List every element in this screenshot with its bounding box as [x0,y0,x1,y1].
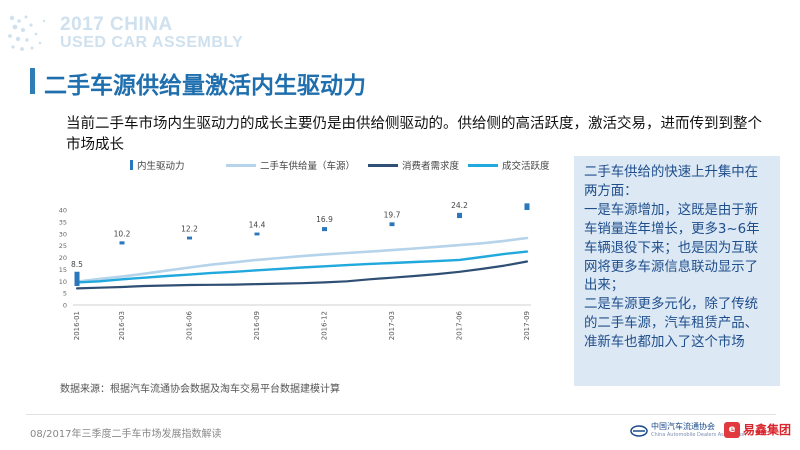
legend-item-driver: 内生驱动力 [130,158,185,172]
legend-label-driver: 内生驱动力 [137,161,185,172]
y-tick-label: 20 [59,254,67,262]
y-tick-label: 30 [59,230,67,238]
source-note: 数据来源：根据汽车流通协会数据及淘车交易平台数据建模计算 [60,384,340,395]
activity-line [75,250,529,284]
driver-bar [457,212,462,219]
yixin-logo-icon: e [724,421,740,438]
driver-data-label: 14.4 [249,221,266,230]
driver-bar [119,241,125,245]
legend-item-demand: 消费者需求度 [368,158,459,172]
y-tick-label: 0 [63,302,67,310]
cada-logo: 中国汽车流通协会 China Automobile Dealers Associ… [630,422,746,440]
x-tick-label: 2016-12 [321,311,329,340]
legend-item-supply: 二手车供给量（车源） [226,158,355,172]
x-tick-label: 2016-01 [73,311,81,340]
x-tick-label: 2016-09 [253,311,261,340]
cada-logo-text: 中国汽车流通协会 China Automobile Dealers Associ… [651,422,746,440]
event-logo-mark [8,15,46,51]
y-tick-label: 10 [59,278,67,286]
driver-data-label: 12.2 [181,225,198,234]
yixin-logo: e 易鑫集团 [724,421,791,438]
x-tick-label: 2017-03 [388,311,396,340]
driver-data-label: 10.2 [114,229,131,238]
driver-bar [187,236,192,240]
y-tick-label: 35 [59,218,67,226]
driver-data-label: 16.9 [316,215,333,224]
cada-logo-name: 中国汽车流通协会 [651,422,715,431]
y-tick-label: 40 [59,207,67,215]
lead-paragraph: 当前二手车市场内生驱动力的成长主要仍是由供给侧驱动的。供给侧的高活跃度，激活交易… [66,116,762,153]
legend-label-activity: 成交活跃度 [502,161,550,172]
footer-caption: 08/2017年三季度二手车市场发展指数解读 [30,429,222,440]
summary-text: 二手车供给的快速上升集中在两方面： 一是车源增加，这既是由于新车销量连年增长，更… [584,165,760,351]
supply-line [75,236,529,283]
legend-swatch-activity [468,163,498,167]
driver-data-label: 19.7 [384,210,401,219]
cada-logo-subname: China Automobile Dealers Association [651,432,747,438]
driver-bar [524,203,530,210]
event-logo-line2: USED CAR ASSEMBLY [60,34,244,51]
x-tick-label: 2017-09 [523,311,531,340]
driver-bar [322,227,327,232]
driver-bar [254,232,260,236]
legend-swatch-demand [368,163,398,167]
yixin-logo-text: 易鑫集团 [743,423,792,437]
title-accent-bar [30,68,35,94]
x-tick-label: 2016-06 [186,310,194,340]
driver-bar [389,222,395,227]
demand-line [75,260,529,290]
y-tick-label: 15 [59,266,67,274]
driver-bar [74,271,80,286]
driver-data-label: 24.2 [451,201,468,210]
legend-label-demand: 消费者需求度 [402,161,460,172]
page-title: 二手车源供给量激活内生驱动力 [44,73,366,99]
x-tick-label: 2016-03 [118,311,126,340]
legend-item-activity: 成交活跃度 [468,158,550,172]
x-tick-label: 2017-06 [456,310,464,340]
driver-chart: 0 5 10 15 20 25 30 35 40 2016-01 2016-03 2016-06 201… [59,200,536,340]
summary-box: 二手车供给的快速上升集中在两方面： 一是车源增加，这既是由于新车销量连年增长，更… [574,156,780,386]
event-logo-line1: 2017 CHINA [60,14,173,35]
event-logo: 2017 CHINA USED CAR ASSEMBLY [6,12,266,56]
y-tick-label: 5 [63,290,67,298]
driver-data-label: 8.5 [71,260,83,269]
cada-logo-icon [630,425,648,437]
footer-divider [26,414,776,415]
legend-label-supply: 二手车供给量（车源） [260,161,356,172]
legend-swatch-supply [226,163,256,167]
legend-swatch-driver [130,160,133,170]
y-tick-label: 25 [59,242,67,250]
